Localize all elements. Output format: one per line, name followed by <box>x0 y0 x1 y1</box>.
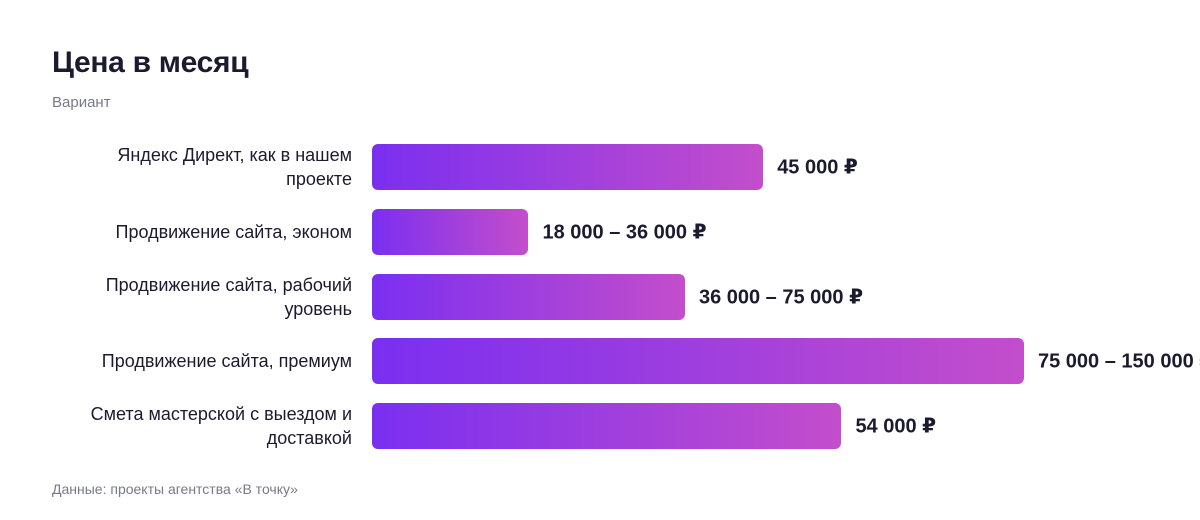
value-label: 45 000 ₽ <box>777 156 858 179</box>
value-label: 36 000 – 75 000 ₽ <box>698 286 864 308</box>
value-label: 54 000 ₽ <box>855 415 937 438</box>
bar <box>372 403 842 449</box>
value-label: 75 000 – 150 000 ₽ <box>1038 350 1200 373</box>
chart-subtitle: Вариант <box>52 94 111 111</box>
value-label: 18 000 – 36 000 ₽ <box>542 221 707 244</box>
category-label: Смета мастерской с выездом и доставкой <box>90 404 352 448</box>
bar <box>372 144 764 190</box>
bar <box>372 208 529 255</box>
chart-title: Цена в месяц <box>52 46 249 79</box>
category-label: Продвижение сайта, эконом <box>115 221 352 242</box>
source-note: Данные: проекты агентства «В точку» <box>52 481 298 497</box>
category-label: Продвижение сайта, рабочий уровень <box>105 274 352 319</box>
category-label: Продвижение сайта, премиум <box>101 351 352 372</box>
bar <box>372 338 1024 385</box>
bar <box>372 273 685 320</box>
category-label: Яндекс Директ, как в нашем проекте <box>117 145 352 189</box>
